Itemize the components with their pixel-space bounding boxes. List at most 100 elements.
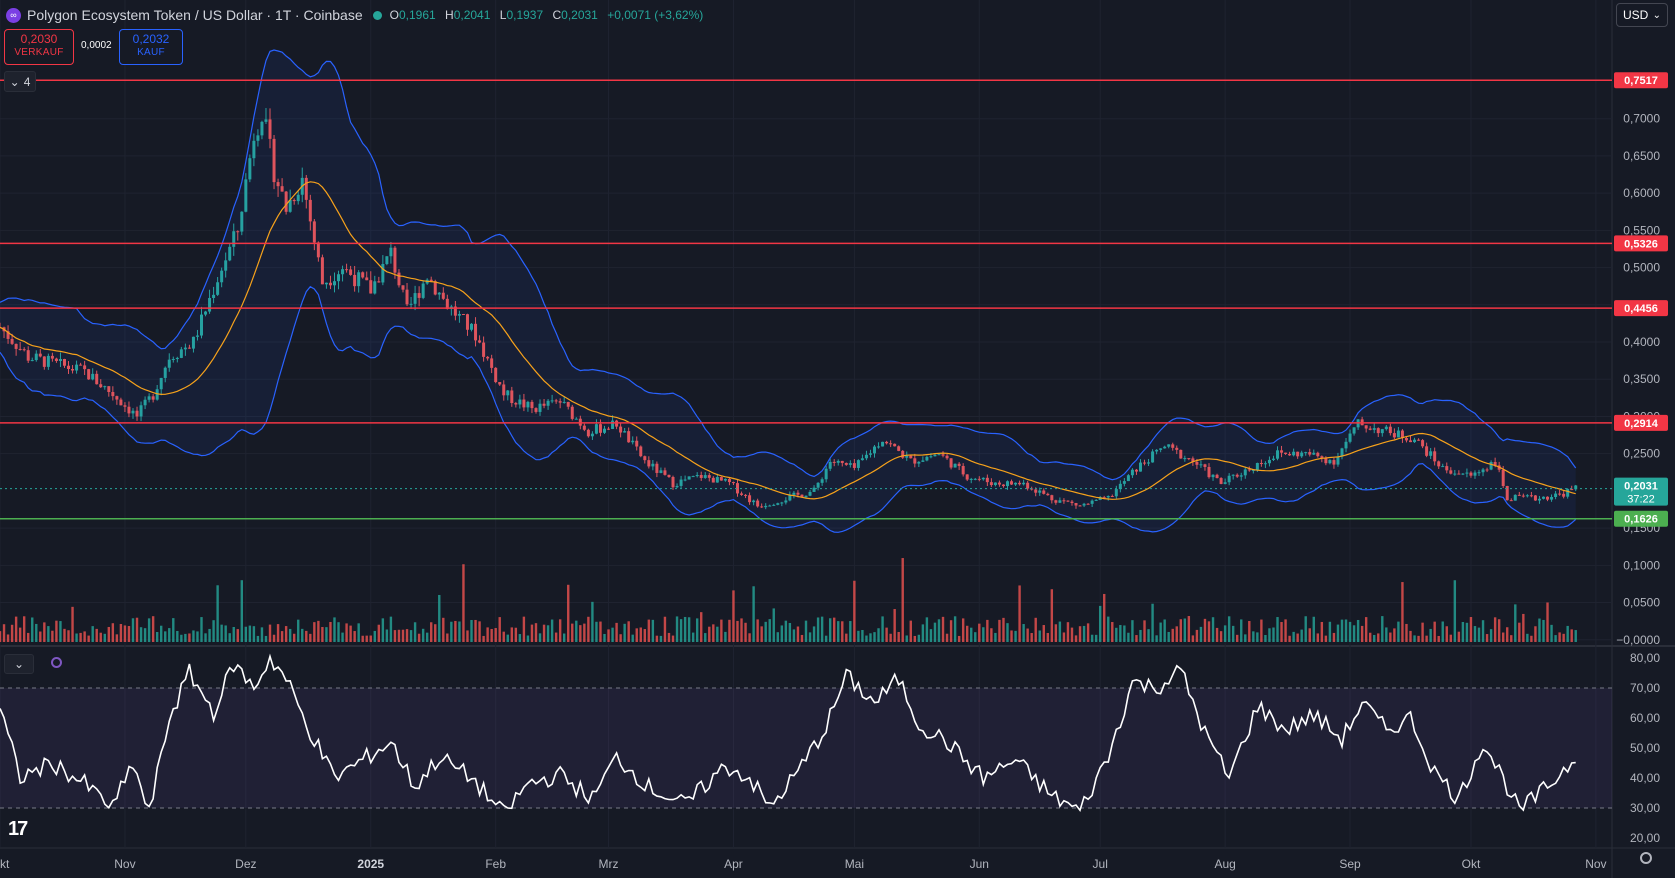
ohlc-values: O0,1961 H0,2041 L0,1937 C0,2031 +0,0071 … [390,8,710,22]
candle-up [506,390,510,396]
rsi-axis-label: 40,00 [1630,771,1660,785]
volume-bar [1554,635,1557,642]
candle-down [292,199,296,202]
candle-up [1513,494,1517,501]
ohlc-low-key: L [499,8,507,22]
candle-down [1219,478,1223,484]
candle-down [977,478,981,480]
volume-bar [1312,616,1315,642]
volume-bar [1183,618,1187,642]
volume-bar [1550,624,1553,642]
candle-up [1138,462,1142,472]
candle-down [111,391,115,397]
time-axis-label: Okt [0,857,10,871]
volume-bar [260,627,264,642]
indicators-toggle-button[interactable]: ⌄ 4 [4,71,36,92]
candle-up [1255,463,1259,470]
candle-down [885,441,889,444]
candle-down [38,353,42,357]
volume-bar [1066,622,1070,642]
currency-selector[interactable]: USD ⌄ [1616,3,1668,27]
candle-up [828,461,832,469]
spread-value: 0,0002 [81,40,112,51]
candle-down [151,396,155,400]
volume-bar [151,616,155,642]
symbol-title[interactable]: Polygon Ecosystem Token / US Dollar · 1T… [27,7,363,23]
volume-bar [675,616,679,642]
candle-up [611,420,615,429]
volume-bar [228,633,231,642]
candle-down [1421,440,1425,447]
volume-bar [47,626,50,642]
candle-up [848,463,852,465]
candle-up [381,263,385,283]
volume-bar [244,626,248,642]
candle-down [461,314,465,316]
chevron-down-icon: ⌄ [13,657,25,671]
candle-down [1110,496,1114,498]
volume-bar [961,618,965,642]
rsi-axis-label: 60,00 [1630,711,1660,725]
volume-bar [567,584,570,642]
volume-bar [1256,632,1259,642]
candle-down [1376,428,1380,434]
candle-up [1413,439,1417,443]
candle-down [711,477,715,483]
volume-bar [869,633,872,642]
volume-bar [820,616,824,642]
candle-up [155,389,159,400]
volume-bar [1570,629,1573,642]
volume-bar [1219,631,1223,642]
buy-button[interactable]: 0,2032 KAUF [119,29,183,65]
candle-up [252,140,256,159]
volume-bar [1240,619,1243,642]
volume-bar [841,621,844,642]
price-level-label: 0,4456 [1624,303,1658,315]
volume-bar [1469,617,1473,642]
rsi-collapse-button[interactable]: ⌄ [4,654,34,674]
candle-up [34,353,38,361]
volume-bar [941,616,945,642]
volume-bar [1022,624,1025,642]
candle-down [502,384,506,396]
settings-gear-icon[interactable] [1640,852,1652,864]
volume-bar [1465,622,1469,642]
candle-down [1288,453,1292,456]
candle-up [1541,496,1545,499]
volume-bar [1030,633,1033,642]
volume-bar [599,621,602,642]
rsi-axis-label: 80,00 [1630,651,1660,665]
volume-bar [329,621,332,642]
volume-bar [240,580,243,642]
volume-bar [1542,619,1545,642]
volume-bar [1264,634,1267,642]
volume-bar [1441,621,1444,642]
volume-bar [522,616,526,642]
candle-down [985,477,989,483]
volume-bar [373,630,376,642]
candle-down [961,465,965,475]
candle-up [1239,475,1243,477]
candle-up [1554,493,1558,498]
candle-up [768,505,772,507]
candle-up [993,482,997,486]
volume-bar [385,629,389,642]
rsi-settings-icon[interactable] [51,657,62,668]
candle-up [764,505,768,508]
volume-bar [534,623,538,642]
candle-down [1086,503,1090,505]
volume-bar [188,633,191,642]
volume-bar [1530,635,1533,642]
sell-button[interactable]: 0,2030 VERKAUF [4,29,74,65]
candle-up [139,405,143,417]
candle-down [71,368,75,371]
candle-down [127,406,131,414]
candle-down [1207,466,1211,478]
volume-bar [361,635,364,642]
candle-down [893,443,897,447]
candle-up [1352,427,1356,434]
volume-bar [67,630,70,642]
volume-bar [155,631,159,642]
candle-down [1457,473,1461,475]
